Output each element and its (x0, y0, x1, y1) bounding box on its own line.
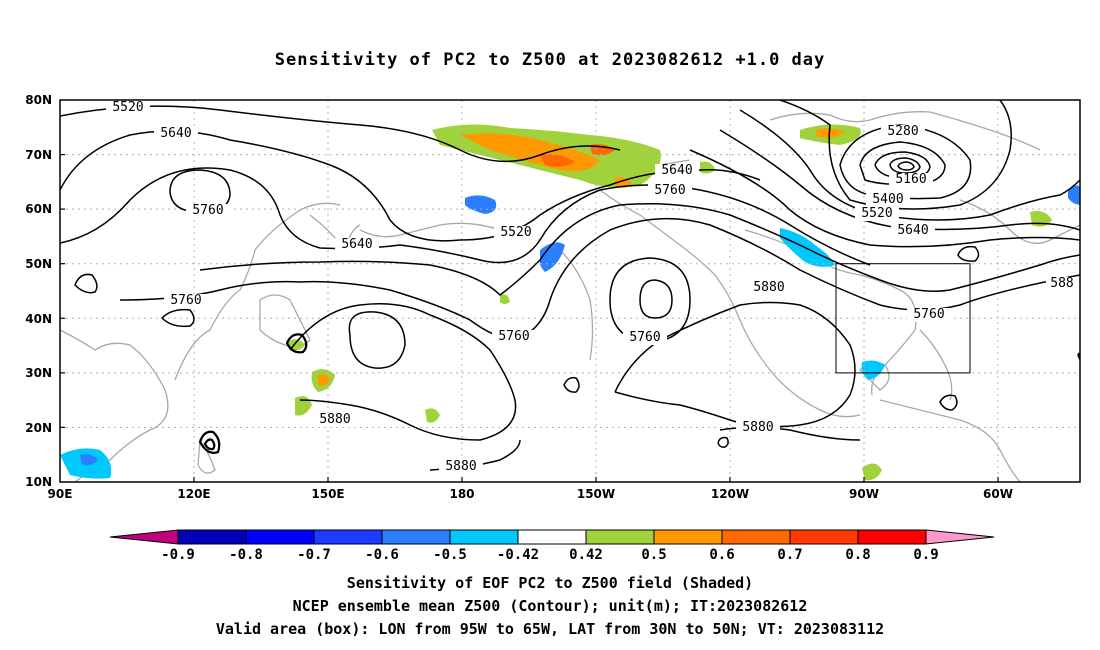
lat-label: 10N (25, 475, 52, 489)
colorbar-labels: -0.9 -0.8 -0.7 -0.6 -0.5 -0.42 0.42 0.5 … (161, 547, 939, 563)
contour-label: 5280 (887, 124, 918, 139)
longitude-labels: 90E 120E 150E 180 150W 120W 90W 60W (48, 487, 1013, 501)
colorbar-segment (789, 529, 859, 545)
axis-ticks (60, 154, 999, 482)
contour-label: 5880 (753, 280, 784, 295)
lon-label: 90W (849, 487, 879, 501)
lat-label: 40N (25, 312, 52, 326)
colorbar-segment (381, 529, 451, 545)
lat-label: 60N (25, 202, 52, 216)
lat-label: 30N (25, 366, 52, 380)
contour-label: 5160 (895, 172, 926, 187)
colorbar-label: 0.9 (913, 547, 938, 563)
contour-label: 5760 (629, 330, 660, 345)
caption-contour: NCEP ensemble mean Z500 (Contour); unit(… (292, 597, 808, 615)
lon-label: 150W (577, 487, 615, 501)
colorbar-segment (653, 529, 723, 545)
contour-label: 5400 (872, 192, 903, 207)
colorbar-label: -0.8 (229, 547, 263, 563)
sensitivity-shading (60, 124, 1080, 481)
contour-label: 5640 (160, 126, 191, 141)
colorbar-label: -0.6 (365, 547, 399, 563)
map-frame (59, 99, 1081, 483)
colorbar-segment (721, 529, 791, 545)
contour-label: 5760 (498, 329, 529, 344)
lat-label: 50N (25, 257, 52, 271)
colorbar-segment (245, 529, 315, 545)
thick-cutoff-contours (198, 333, 308, 454)
contour-label: 5880 (319, 412, 350, 427)
lat-label: 80N (25, 93, 52, 107)
contour-label: 5880 (742, 420, 773, 435)
contour-label: 5520 (112, 100, 143, 115)
colorbar-label: -0.7 (297, 547, 331, 563)
lon-label: 120W (711, 487, 749, 501)
colorbar-segment (177, 529, 247, 545)
contour-label: 5520 (861, 206, 892, 221)
caption-valid-area: Valid area (box): LON from 95W to 65W, L… (215, 620, 885, 638)
lon-label: 120E (177, 487, 210, 501)
colorbar-label: 0.5 (641, 547, 666, 563)
colorbar-segment (313, 529, 383, 545)
contour-label: 5880 (445, 459, 476, 474)
contour-label: 5640 (341, 237, 372, 252)
contour-label: 5520 (500, 225, 531, 240)
contour-label: 5640 (897, 223, 928, 238)
colorbar-arrow-high (925, 529, 995, 545)
contour-label: 5760 (170, 293, 201, 308)
contour-label: 588 (1050, 276, 1073, 291)
colorbar-label: 0.42 (569, 547, 603, 563)
lon-label: 60W (983, 487, 1013, 501)
colorbar-label: -0.5 (433, 547, 467, 563)
colorbar-label: 0.8 (845, 547, 870, 563)
lat-label: 20N (25, 421, 52, 435)
colorbar-segment (449, 529, 519, 545)
figure-title: Sensitivity of PC2 to Z500 at 2023082612… (274, 50, 826, 70)
colorbar-segment (517, 529, 587, 545)
lon-label: 180 (449, 487, 474, 501)
colorbar-label: 0.6 (709, 547, 734, 563)
lon-label: 150E (311, 487, 344, 501)
colorbar-arrow-low (109, 529, 179, 545)
lon-label: 90E (48, 487, 73, 501)
colorbar-label: -0.42 (497, 547, 539, 563)
contour-label: 5760 (913, 307, 944, 322)
contour-labels: 5520 5640 5760 5640 5760 5520 5640 5760 … (106, 100, 1080, 474)
colorbar-label: 0.7 (777, 547, 802, 563)
contour-label: 5760 (192, 203, 223, 218)
colorbar-label: -0.9 (161, 547, 195, 563)
caption-shading: Sensitivity of EOF PC2 to Z500 field (Sh… (346, 574, 754, 592)
colorbar-segment (585, 529, 655, 545)
colorbar-segment (857, 529, 927, 545)
contour-label: 5640 (661, 163, 692, 178)
lat-label: 70N (25, 148, 52, 162)
valid-area-box (835, 263, 971, 374)
contour-label: 5760 (654, 183, 685, 198)
latitude-labels: 80N 70N 60N 50N 40N 30N 20N 10N (25, 93, 52, 489)
colorbar (109, 529, 995, 545)
